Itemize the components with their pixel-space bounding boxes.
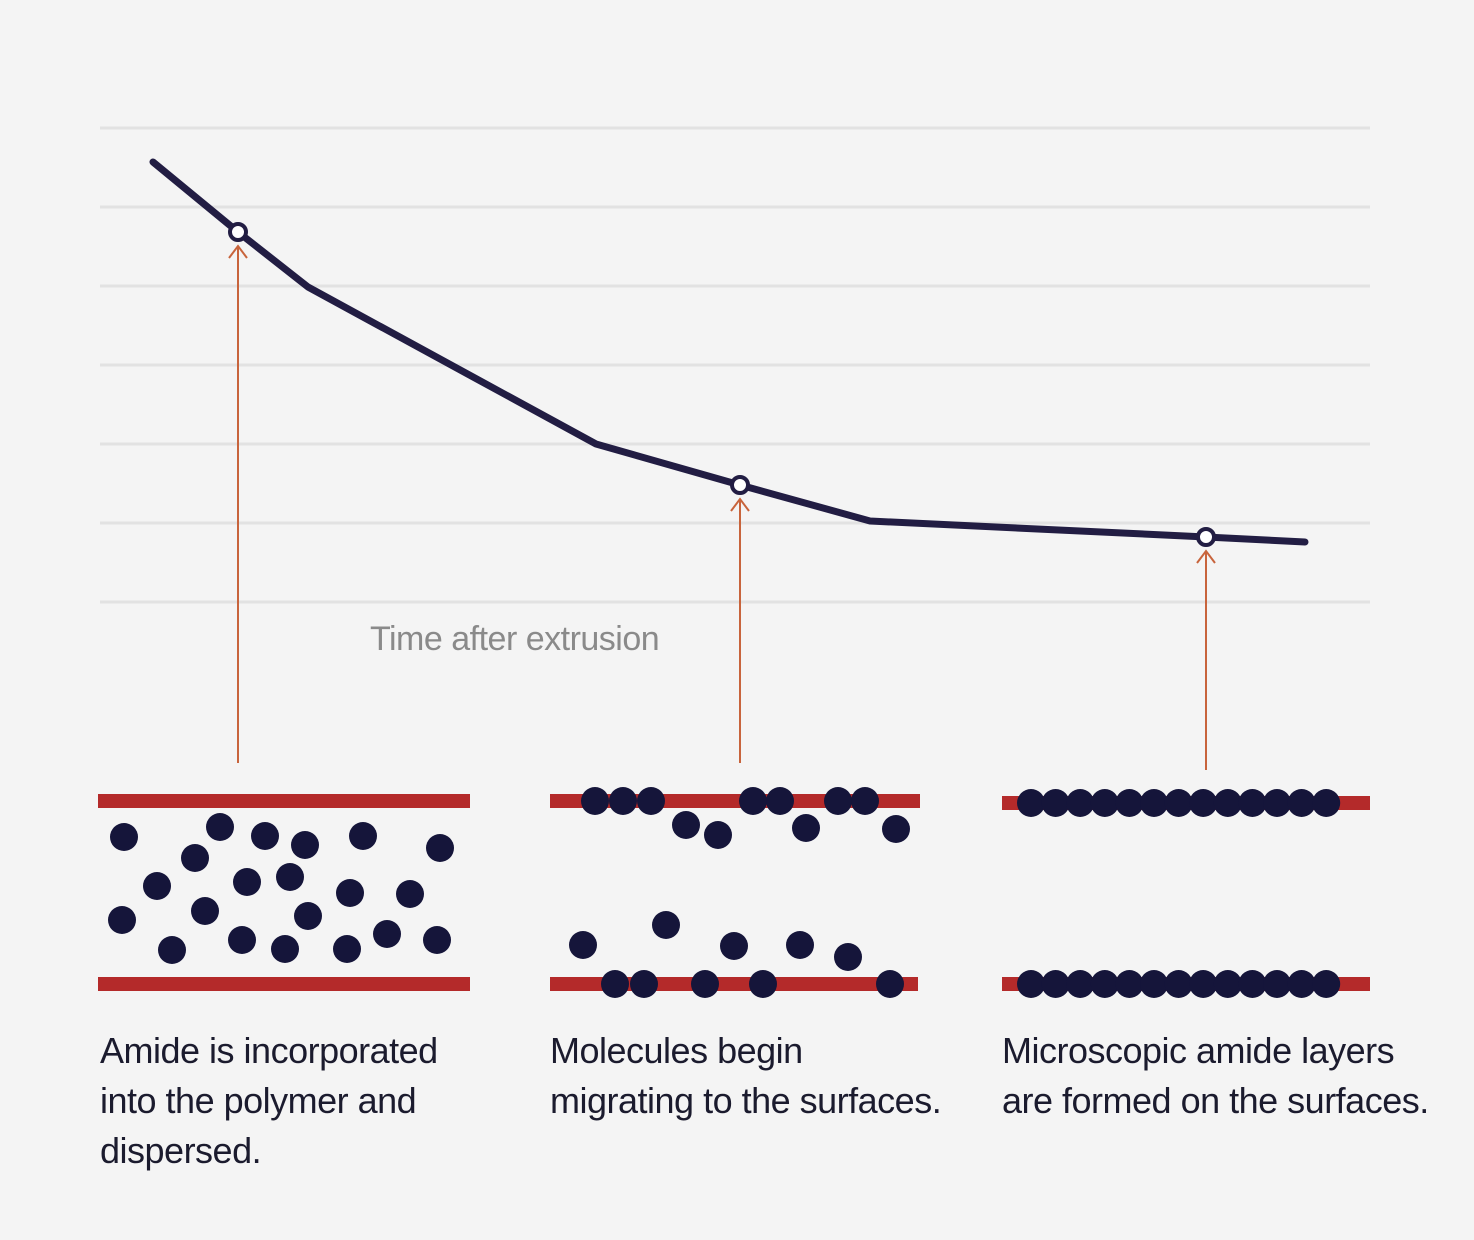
- amide-molecule: [834, 943, 862, 971]
- amide-molecule: [851, 787, 879, 815]
- amide-molecule: [333, 935, 361, 963]
- stage-1-caption: Amide is incorporated into the polymer a…: [100, 1030, 438, 1171]
- amide-molecule: [672, 811, 700, 839]
- amide-molecule: [158, 936, 186, 964]
- amide-molecule: [1312, 970, 1341, 998]
- amide-molecule: [349, 822, 377, 850]
- amide-molecule: [110, 823, 138, 851]
- amide-molecule: [792, 814, 820, 842]
- curve-markers: [228, 222, 1216, 547]
- amide-molecule: [1041, 789, 1070, 817]
- amide-molecule: [1115, 970, 1144, 998]
- amide-molecule: [1238, 970, 1267, 998]
- amide-molecule: [609, 787, 637, 815]
- amide-molecule: [291, 831, 319, 859]
- film-surface: [98, 977, 470, 991]
- amide-molecules: [108, 787, 1341, 998]
- amide-molecule: [637, 787, 665, 815]
- amide-molecule: [191, 897, 219, 925]
- concentration-curve: [149, 158, 1309, 546]
- amide-molecule: [1189, 970, 1218, 998]
- amide-molecule: [739, 787, 767, 815]
- amide-molecule: [271, 935, 299, 963]
- amide-molecule: [1312, 789, 1341, 817]
- amide-molecule: [1238, 789, 1267, 817]
- amide-molecule: [1090, 789, 1119, 817]
- amide-molecule: [786, 931, 814, 959]
- amide-molecule: [1066, 970, 1095, 998]
- amide-molecule: [373, 920, 401, 948]
- amide-molecule: [630, 970, 658, 998]
- x-axis-label: Time after extrusion: [370, 620, 660, 658]
- amide-molecule: [1066, 789, 1095, 817]
- amide-molecule: [704, 821, 732, 849]
- amide-molecule: [1140, 789, 1168, 817]
- chart-gridlines: [100, 126, 1370, 604]
- amide-molecule: [1115, 789, 1144, 817]
- amide-molecule: [824, 787, 852, 815]
- amide-molecule: [652, 911, 680, 939]
- amide-molecule: [1263, 789, 1291, 817]
- stage-3-caption: Microscopic amide layers are formed on t…: [1002, 1030, 1429, 1121]
- arrow-head: [730, 497, 750, 512]
- stage-arrow: [730, 497, 750, 763]
- arrow-head: [228, 244, 248, 259]
- amide-molecule: [423, 926, 451, 954]
- amide-molecule: [294, 902, 322, 930]
- amide-molecule: [1041, 970, 1070, 998]
- amide-molecule: [569, 931, 597, 959]
- amide-molecule: [749, 970, 777, 998]
- amide-molecule: [1287, 970, 1316, 998]
- amide-molecule: [251, 822, 279, 850]
- stage-2-caption: Molecules begin migrating to the surface…: [550, 1030, 942, 1121]
- amide-molecule: [1017, 789, 1045, 817]
- amide-molecule: [1287, 789, 1316, 817]
- amide-molecule: [1164, 970, 1193, 998]
- amide-molecule: [228, 926, 256, 954]
- amide-molecule: [1164, 789, 1193, 817]
- amide-molecule: [143, 872, 171, 900]
- stage-arrow: [1196, 549, 1216, 770]
- amide-molecule: [882, 815, 910, 843]
- amide-molecule: [1213, 970, 1242, 998]
- amide-molecule: [336, 879, 364, 907]
- amide-molecule: [1189, 789, 1218, 817]
- amide-molecule: [1213, 789, 1242, 817]
- stage-arrow: [228, 244, 248, 763]
- amide-molecule: [581, 787, 609, 815]
- amide-molecule: [396, 880, 424, 908]
- amide-molecule: [206, 813, 234, 841]
- amide-molecule: [876, 970, 904, 998]
- amide-molecule: [426, 834, 454, 862]
- amide-molecule: [766, 787, 794, 815]
- curve-marker: [228, 222, 248, 242]
- film-surface: [98, 794, 470, 808]
- amide-molecule: [601, 970, 629, 998]
- amide-molecule: [181, 844, 209, 872]
- amide-molecule: [108, 906, 136, 934]
- arrow-head: [1196, 549, 1216, 564]
- amide-molecule: [720, 932, 748, 960]
- curve-marker: [730, 475, 750, 495]
- amide-molecule: [1017, 970, 1045, 998]
- curve-marker: [1196, 527, 1216, 547]
- amide-molecule: [1140, 970, 1168, 998]
- amide-molecule: [276, 863, 304, 891]
- amide-molecule: [233, 868, 261, 896]
- amide-molecule: [1263, 970, 1291, 998]
- stage-arrows: [228, 244, 1216, 770]
- amide-molecule: [1090, 970, 1119, 998]
- amide-molecule: [691, 970, 719, 998]
